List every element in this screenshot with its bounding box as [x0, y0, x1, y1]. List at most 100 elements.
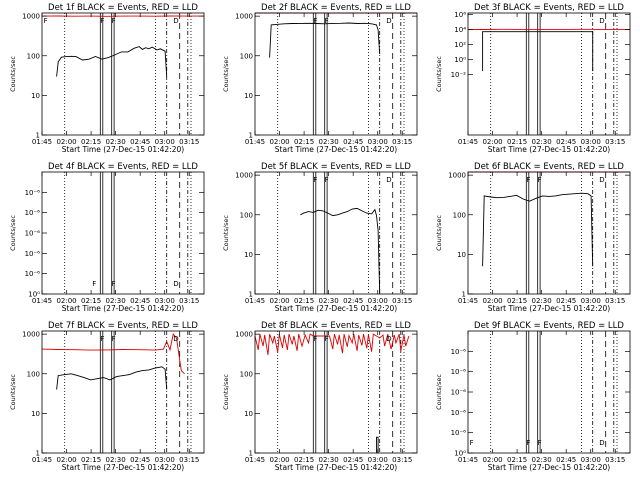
x-tick-label: 01:45	[458, 138, 478, 146]
marker-f: F	[325, 176, 329, 184]
x-tick-label: 01:45	[458, 456, 478, 464]
marker-f: F	[325, 335, 329, 343]
y-tick-label: 100	[240, 211, 253, 219]
marker-d: D	[599, 17, 604, 25]
x-tick-label: 01:45	[32, 138, 52, 146]
x-tick-label: 02:30	[532, 138, 552, 146]
x-tick-label: 01:45	[245, 456, 265, 464]
x-tick-label: 02:00	[482, 138, 502, 146]
y-tick-label: 1	[249, 450, 253, 458]
x-tick-label: 01:45	[32, 297, 52, 305]
y-tick-label: 10	[244, 410, 253, 418]
marker-f: F	[470, 439, 474, 447]
x-tick-label: 03:00	[368, 138, 388, 146]
y-tick-label: 10⁻⁶	[25, 250, 41, 258]
y-tick-label: 1000	[235, 172, 253, 180]
x-tick-label: 02:00	[269, 297, 289, 305]
y-tick-label: 10⁴	[454, 26, 466, 34]
panel-title: Det 3f BLACK = Events, RED = LLD	[474, 3, 624, 13]
y-tick-label: 100	[27, 370, 40, 378]
marker-d: D	[173, 17, 178, 25]
x-tick-label: 02:45	[556, 456, 576, 464]
marker-d: D	[599, 176, 604, 184]
marker-f: F	[313, 17, 317, 25]
x-axis-label: Start Time (27-Dec-15 01:42:20)	[62, 463, 184, 472]
y-axis-label: Counts/sec	[9, 56, 17, 92]
y-tick-label: 1000	[22, 331, 40, 339]
x-tick-label: 02:45	[343, 138, 363, 146]
panel-title: Det 9f BLACK = Events, RED = LLD	[474, 321, 624, 331]
y-tick-label: 1	[249, 132, 253, 140]
x-tick-label: 03:00	[581, 456, 601, 464]
x-tick-label: 02:45	[556, 138, 576, 146]
y-axis-label: Counts/sec	[9, 374, 17, 410]
series-line-lld	[41, 333, 185, 375]
panel-title: Det 1f BLACK = Events, RED = LLD	[48, 3, 198, 13]
marker-d: D	[386, 335, 391, 343]
x-tick-label: 02:15	[81, 138, 101, 146]
panel-title: Det 8f BLACK = Events, RED = LLD	[261, 321, 411, 331]
x-tick-label: 02:00	[56, 297, 76, 305]
y-tick-label: 1000	[22, 13, 40, 21]
y-axis-label: Counts/sec	[9, 215, 17, 251]
x-axis-label: Start Time (27-Dec-15 01:42:20)	[275, 304, 397, 313]
marker-f: F	[313, 176, 317, 184]
x-tick-label: 02:30	[106, 138, 126, 146]
y-tick-label: 1	[249, 291, 253, 299]
series-line-events	[482, 192, 594, 267]
x-tick-label: 03:15	[392, 456, 412, 464]
marker-d: D	[173, 280, 178, 288]
y-tick-label: 10⁻⁶	[25, 189, 41, 197]
y-axis-label: Counts/sec	[435, 374, 443, 410]
x-axis-label: Start Time (27-Dec-15 01:42:20)	[488, 304, 610, 313]
x-tick-label: 02:15	[294, 138, 314, 146]
y-axis-label: Counts/sec	[222, 374, 230, 410]
marker-d: D	[173, 335, 178, 343]
series-line-events	[482, 31, 594, 72]
x-tick-label: 03:15	[179, 297, 199, 305]
x-tick-label: 03:00	[581, 138, 601, 146]
y-tick-label: 10	[31, 410, 40, 418]
y-tick-label: 100	[27, 52, 40, 60]
y-tick-label: 10	[244, 251, 253, 259]
x-tick-label: 03:15	[392, 297, 412, 305]
panel-title: Det 6f BLACK = Events, RED = LLD	[474, 162, 624, 172]
panel-det-4: 01:45 02:00 02:15 02:30 02:45 03:00 03:15 10⁻⁶ 1…	[9, 162, 205, 313]
y-axis-label: Counts/sec	[222, 215, 230, 251]
marker-f: F	[112, 335, 116, 343]
x-axis-label: Start Time (27-Dec-15 01:42:20)	[62, 145, 184, 154]
x-tick-label: 03:15	[179, 456, 199, 464]
plot-frame	[41, 330, 205, 454]
y-tick-label: 10	[457, 251, 466, 259]
x-tick-label: 03:15	[605, 456, 625, 464]
x-tick-label: 02:30	[106, 456, 126, 464]
y-tick-label: 10⁻⁶	[451, 368, 467, 376]
x-tick-label: 01:45	[32, 456, 52, 464]
series-line-events	[56, 46, 168, 77]
y-tick-label: 1	[36, 450, 40, 458]
x-tick-label: 03:00	[155, 138, 175, 146]
panel-title: Det 2f BLACK = Events, RED = LLD	[261, 3, 411, 13]
x-tick-label: 01:45	[245, 138, 265, 146]
marker-f: F	[538, 439, 542, 447]
y-tick-label: 10²	[454, 41, 466, 49]
x-tick-label: 02:45	[130, 297, 150, 305]
x-tick-label: 03:15	[179, 138, 199, 146]
marker-f: F	[100, 335, 104, 343]
x-tick-label: 02:30	[319, 297, 339, 305]
series-line-events	[56, 366, 168, 390]
x-tick-label: 02:15	[507, 138, 527, 146]
x-tick-label: 02:00	[269, 138, 289, 146]
y-axis-label: Counts/sec	[222, 56, 230, 92]
y-tick-label: 1000	[235, 13, 253, 21]
panel-title: Det 7f BLACK = Events, RED = LLD	[48, 321, 198, 331]
x-tick-label: 02:15	[81, 456, 101, 464]
x-tick-label: 02:15	[507, 297, 527, 305]
plot-frame	[467, 171, 631, 295]
x-tick-label: 03:00	[368, 456, 388, 464]
y-tick-label: 10	[31, 92, 40, 100]
series-line-lld	[254, 333, 410, 355]
panel-det-8: 01:45 02:00 02:15 02:30 02:45 03:00 03:15 1 10 10…	[222, 321, 418, 472]
x-axis-label: Start Time (27-Dec-15 01:42:20)	[62, 304, 184, 313]
y-tick-label: 1	[462, 291, 466, 299]
